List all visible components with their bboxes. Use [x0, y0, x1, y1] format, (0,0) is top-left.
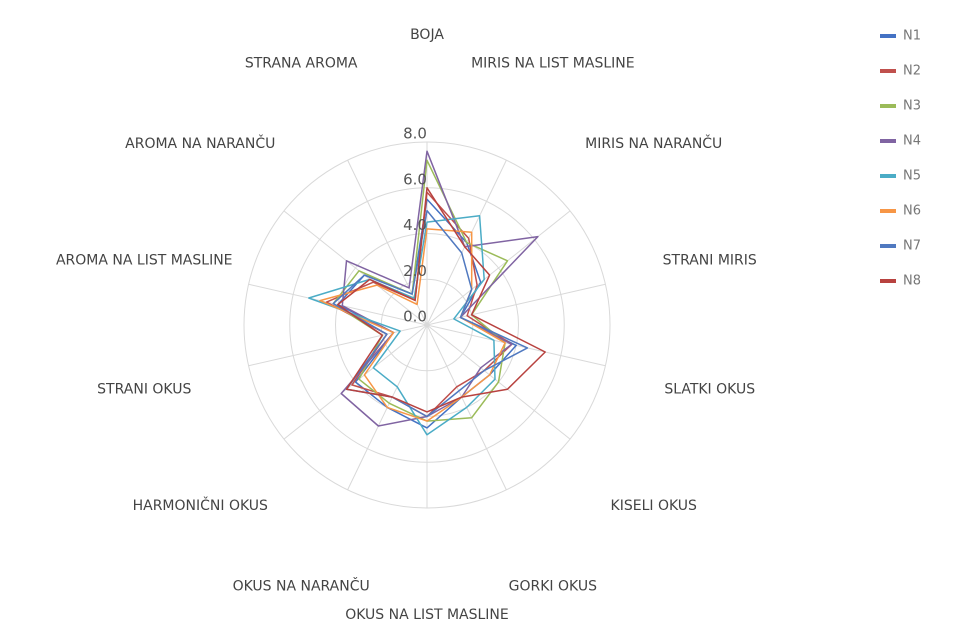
category-label: MIRIS NA NARANČU: [585, 134, 722, 152]
legend-label: N3: [903, 99, 921, 114]
series-line: [308, 215, 496, 436]
category-label: AROMA NA LIST MASLINE: [56, 252, 233, 268]
category-label: GORKI OKUS: [509, 578, 597, 594]
series-line: [332, 209, 529, 418]
category-label: OKUS NA NARANČU: [233, 576, 370, 594]
spoke: [248, 324, 428, 367]
category-label: STRANI OKUS: [97, 382, 191, 398]
category-label: STRANI MIRIS: [663, 252, 757, 268]
legend-label: N1: [903, 29, 921, 44]
category-label: STRANA AROMA: [245, 56, 358, 72]
r-tick-label: 6.0: [403, 170, 427, 188]
spoke: [426, 210, 571, 326]
r-tick-label: 8.0: [403, 125, 427, 143]
category-label: MIRIS NA LIST MASLINE: [471, 56, 635, 72]
category-label: AROMA NA NARANČU: [125, 134, 275, 152]
r-tick-label: 2.0: [403, 262, 427, 280]
series-line: [337, 187, 546, 413]
legend-label: N8: [903, 274, 921, 289]
spoke: [426, 283, 606, 326]
r-tick-label: 0.0: [403, 308, 427, 326]
legend-label: N2: [903, 64, 921, 79]
legend-label: N4: [903, 134, 921, 149]
legend-label: N6: [903, 204, 921, 219]
category-label: SLATKI OKUS: [664, 382, 755, 398]
category-label: HARMONIČNI OKUS: [133, 496, 268, 514]
legend-label: N5: [903, 169, 921, 184]
category-label: OKUS NA LIST MASLINE: [345, 607, 509, 623]
category-label: BOJA: [410, 27, 444, 43]
category-label: KISELI OKUS: [611, 498, 697, 514]
spoke: [283, 210, 428, 326]
r-tick-label: 4.0: [403, 216, 427, 234]
legend-label: N7: [903, 239, 921, 254]
